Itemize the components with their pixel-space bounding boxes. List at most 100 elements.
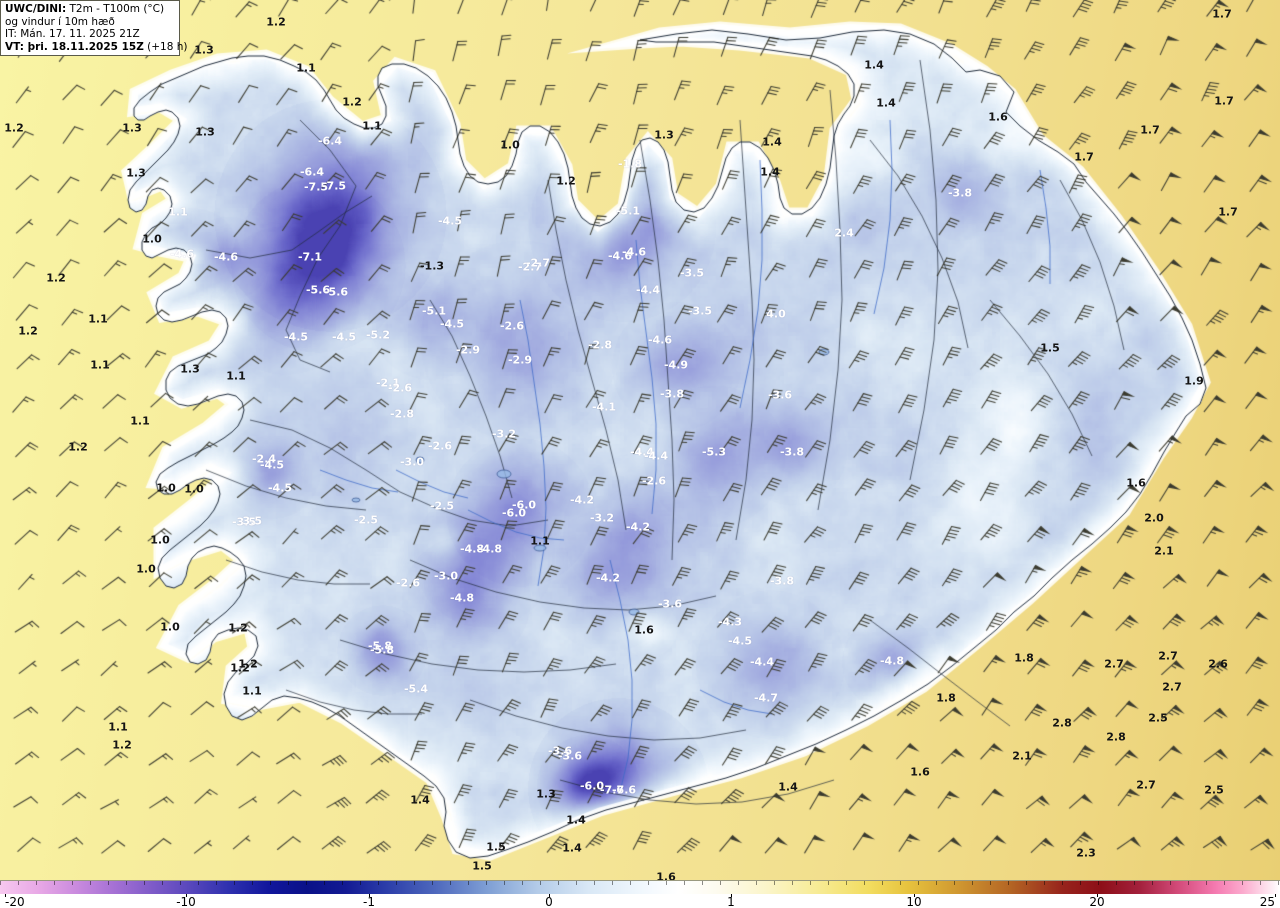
value-label: -2.6 xyxy=(387,381,413,395)
value-label: 1.5 xyxy=(486,840,506,854)
value-label: -3.5 xyxy=(237,514,263,528)
value-label: -5.8 xyxy=(369,643,395,657)
param-label: T2m - T100m (°C) xyxy=(69,3,165,15)
colorbar-tick-label: 10 xyxy=(906,895,922,908)
value-label: 1.4 xyxy=(760,165,780,179)
value-label: -2.7 xyxy=(517,260,543,274)
value-label: 2.1 xyxy=(1154,544,1174,558)
value-label: -4.5 xyxy=(283,330,309,344)
value-label: -3.6 xyxy=(657,597,683,611)
value-label: -2.6 xyxy=(499,319,525,333)
colorbar-tickmark xyxy=(1097,894,1098,897)
value-label: -2.6 xyxy=(427,439,453,453)
value-label: 1.4 xyxy=(864,58,884,72)
value-label: 1.7 xyxy=(1140,123,1160,137)
value-label: 1.2 xyxy=(4,121,24,135)
value-label: 1.2 xyxy=(266,15,286,29)
value-label: 2.7 xyxy=(1104,657,1124,671)
value-label: -2.7 xyxy=(525,256,551,270)
value-label: 4.0 xyxy=(766,307,786,321)
colorbar-tick-label: -1 xyxy=(363,895,375,908)
value-label: -6.0 xyxy=(579,779,605,793)
value-label: -3.5 xyxy=(687,304,713,318)
value-label: 1.0 xyxy=(160,620,180,634)
value-label: 1.4 xyxy=(778,780,798,794)
value-label: 1.2 xyxy=(112,738,132,752)
value-label: -6.4 xyxy=(317,134,343,148)
colorbar-tickmark xyxy=(914,894,915,897)
value-label: 1.2 xyxy=(230,661,250,675)
value-label: 1.1 xyxy=(242,684,262,698)
value-label: -4.6 xyxy=(213,250,239,264)
value-label: -4.5 xyxy=(437,214,463,228)
colorbar-tick-label: 1 xyxy=(727,895,735,908)
value-label: -3.8 xyxy=(659,387,685,401)
value-label: -4.4 xyxy=(635,283,661,297)
value-label: 1.2 xyxy=(238,657,258,671)
value-label: -3.0 xyxy=(399,455,425,469)
value-label: 1.2 xyxy=(46,271,66,285)
value-label: 1.1 xyxy=(296,61,316,75)
colorbar-minor-ticks xyxy=(0,881,1280,894)
value-label: 1.7 xyxy=(1212,7,1232,21)
value-label: -3.6 xyxy=(547,744,573,758)
colorbar-tickmark xyxy=(1275,894,1276,897)
colorbar-tickmark xyxy=(369,894,370,897)
value-label: -1.8 xyxy=(617,157,643,171)
value-label: 1.1 xyxy=(130,414,150,428)
value-label: -3.2 xyxy=(491,427,517,441)
value-label: -3.5 xyxy=(679,266,705,280)
value-label: -4.2 xyxy=(569,493,595,507)
value-label: 1.3 xyxy=(536,787,556,801)
value-label: -2.1 xyxy=(375,376,401,390)
value-label: 1.3 xyxy=(654,128,674,142)
value-label: 2.1 xyxy=(1012,749,1032,763)
value-label: -4.6 xyxy=(621,245,647,259)
value-label: -4.2 xyxy=(625,520,651,534)
colorbar-tick-label: -10 xyxy=(176,895,196,908)
value-label: 1.3 xyxy=(195,125,215,139)
value-label: -4.6 xyxy=(169,247,195,261)
value-label: -4.8 xyxy=(879,654,905,668)
value-label: 1.0 xyxy=(150,533,170,547)
value-label: 1.4 xyxy=(876,96,896,110)
value-label: -5.6 xyxy=(323,285,349,299)
value-label: -6.0 xyxy=(511,498,537,512)
value-label: -2.8 xyxy=(587,338,613,352)
value-label: -3.8 xyxy=(779,445,805,459)
value-label: -5.3 xyxy=(701,445,727,459)
value-label: -6.0 xyxy=(501,506,527,520)
value-label: 1.4 xyxy=(762,135,782,149)
value-label: 1.8 xyxy=(936,691,956,705)
value-label: -2.8 xyxy=(389,407,415,421)
value-label: -2.5 xyxy=(429,499,455,513)
value-label: 2.5 xyxy=(1148,711,1168,725)
colorbar: -20 -10 -1 0 1 10 20 25 xyxy=(0,880,1280,908)
value-label-layer: 1.2 1.2 1.2 1.2 1.1 1.1 1.1 1.2 1.3 1.3 1.1 1.0 1.0 1… xyxy=(4,7,1238,881)
value-label: 1.8 xyxy=(1014,651,1034,665)
value-label: 1.1 xyxy=(90,358,110,372)
value-label: 1.2 xyxy=(556,174,576,188)
colorbar-tick-label: 25 xyxy=(1259,895,1275,908)
value-label: -4.6 xyxy=(607,249,633,263)
value-label: -3.8 xyxy=(769,574,795,588)
value-label: -4.4 xyxy=(749,655,775,669)
colorbar-tickmark xyxy=(5,894,6,897)
value-label: -5.2 xyxy=(365,328,391,342)
value-label: -2.6 xyxy=(641,474,667,488)
value-label: -5.1 xyxy=(421,304,447,318)
value-label: 1.0 xyxy=(156,481,176,495)
map-area[interactable]: 1.2 1.2 1.2 1.2 1.1 1.1 1.1 1.2 1.3 1.3 1.1 1.0 1.0 1… xyxy=(0,0,1280,880)
colorbar-tick-label: 0 xyxy=(545,895,553,908)
value-label: -4.5 xyxy=(727,634,753,648)
model-label: UWC/DINI: xyxy=(5,3,67,15)
value-label: 2.4 xyxy=(834,226,854,240)
value-label: 1.1 xyxy=(88,312,108,326)
value-label: -4.2 xyxy=(595,571,621,585)
value-label: -6.4 xyxy=(299,165,325,179)
value-label: 1.7 xyxy=(1074,150,1094,164)
value-label: -2.5 xyxy=(353,513,379,527)
colorbar-tick-label: -20 xyxy=(5,895,25,908)
value-label: 1.3 xyxy=(126,166,146,180)
